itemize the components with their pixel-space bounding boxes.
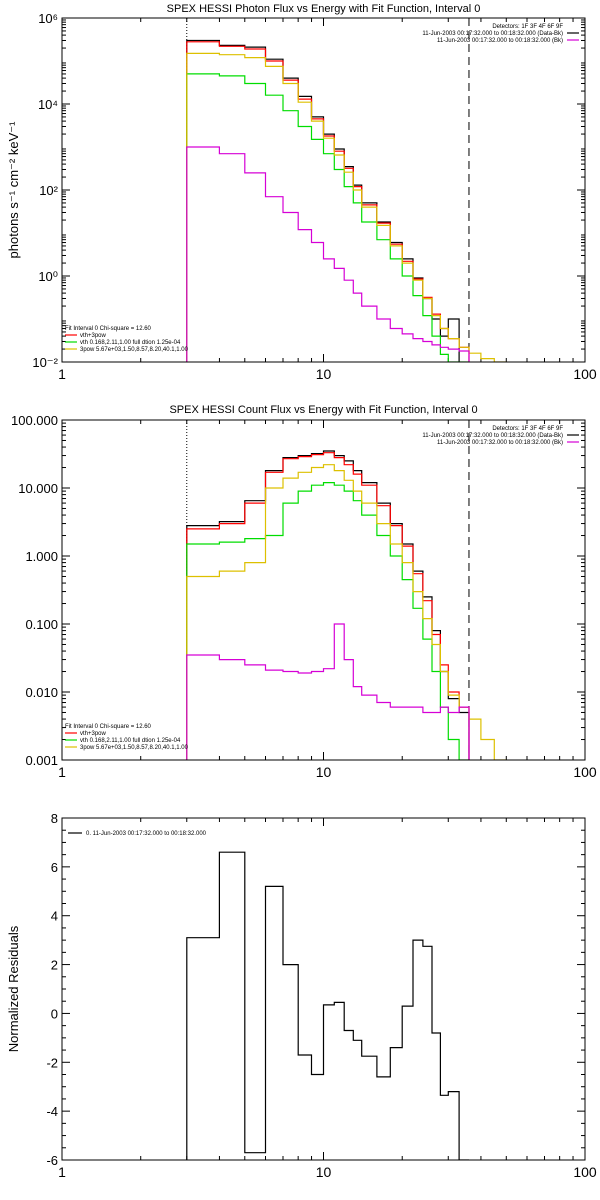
series-0-step-line [186, 39, 460, 362]
y-tick-label: 8 [51, 811, 58, 826]
x-tick-label: 100 [573, 764, 597, 780]
y-tick-label: -2 [46, 1055, 58, 1070]
y-tick-label: -6 [46, 1153, 58, 1168]
x-tick-label: 10 [316, 764, 332, 780]
y-tick-label: 4 [51, 909, 58, 924]
legend-entry: vth 0.168,2.11,1.00 full dtion 1.25e-04 [80, 738, 181, 744]
legend-entry: Detectors: 1F 3F 4F 6F 9F [492, 426, 563, 432]
y-axis-label: photons s⁻¹ cm⁻² keV⁻¹ [6, 121, 21, 259]
series-3-step-line [186, 464, 507, 760]
x-tick-label: 10 [316, 366, 332, 382]
chart-title: SPEX HESSI Photon Flux vs Energy with Fi… [167, 3, 481, 15]
y-tick-label: 6 [51, 860, 58, 875]
y-tick-label: 1.000 [25, 549, 58, 564]
legend-entry: Fit Interval 0 Chi-square = 12.60 [65, 326, 152, 332]
y-tick-label: 0.010 [25, 685, 58, 700]
plot-frame [61, 419, 586, 761]
legend-entry: 3pow 5.67e+03,1.50,8.57,8.20,40.1,1.00 [80, 745, 189, 751]
y-tick-label: 10² [39, 183, 58, 198]
series-0-step-line [186, 851, 469, 1160]
x-tick-label: 10 [316, 1164, 332, 1180]
x-tick-label: 1 [58, 764, 66, 780]
series-2-step-line [186, 73, 469, 362]
series-4-step-line [186, 146, 470, 362]
legend-entry: Detectors: 1F 3F 4F 6F 9F [492, 24, 563, 30]
series-3-step-line [186, 52, 507, 362]
y-tick-label: 0.001 [25, 753, 58, 768]
plot-frame [61, 817, 586, 1161]
x-tick-label: 100 [573, 1164, 597, 1180]
legend-entry: 0. 11-Jun-2003 00:17:32.000 to 00:18:32.… [86, 831, 207, 837]
y-tick-label: 10.000 [18, 481, 58, 496]
legend-entry: vth+3pow [80, 731, 107, 737]
series-1-step-line [186, 452, 470, 760]
series-2-step-line [186, 482, 469, 760]
legend-entry: Fit Interval 0 Chi-square = 12.60 [65, 724, 152, 730]
legend-entry: 11-Jun-2003 00:17:32.000 to 00:18:32.000… [437, 38, 563, 44]
legend-entry: 11-Jun-2003 00:17:32.000 to 00:18:32.000… [437, 440, 563, 446]
legend-entry: 11-Jun-2003 00:17:32.000 to 00:18:32.000… [422, 433, 563, 439]
x-tick-label: 1 [58, 1164, 66, 1180]
x-tick-label: 1 [58, 366, 66, 382]
series-1-step-line [186, 41, 470, 362]
y-tick-label: 10⁻² [32, 355, 58, 370]
legend-entry: 3pow 5.67e+03,1.50,8.57,8.20,40.1,1.00 [80, 347, 189, 353]
y-tick-label: 10⁶ [38, 11, 58, 26]
chart-title: SPEX HESSI Count Flux vs Energy with Fit… [169, 404, 477, 416]
y-tick-label: 0 [51, 1006, 58, 1021]
legend-entry: vth+3pow [80, 333, 107, 339]
y-tick-label: 100.000 [11, 413, 58, 428]
legend-entry: 11-Jun-2003 00:17:32.000 to 00:18:32.000… [422, 31, 563, 37]
y-tick-label: 2 [51, 958, 58, 973]
x-tick-label: 100 [573, 366, 597, 382]
y-tick-label: 10⁰ [38, 269, 58, 284]
y-tick-label: 10⁴ [38, 97, 58, 112]
legend-entry: vth 0.168,2.11,1.00 full dtion 1.25e-04 [80, 340, 181, 346]
series-0-step-line [186, 450, 470, 760]
y-tick-label: -4 [46, 1104, 58, 1119]
plot-frame [61, 17, 586, 363]
y-tick-label: 0.100 [25, 617, 58, 632]
y-axis-label: Normalized Residuals [6, 925, 21, 1052]
series-4-step-line [186, 623, 470, 760]
